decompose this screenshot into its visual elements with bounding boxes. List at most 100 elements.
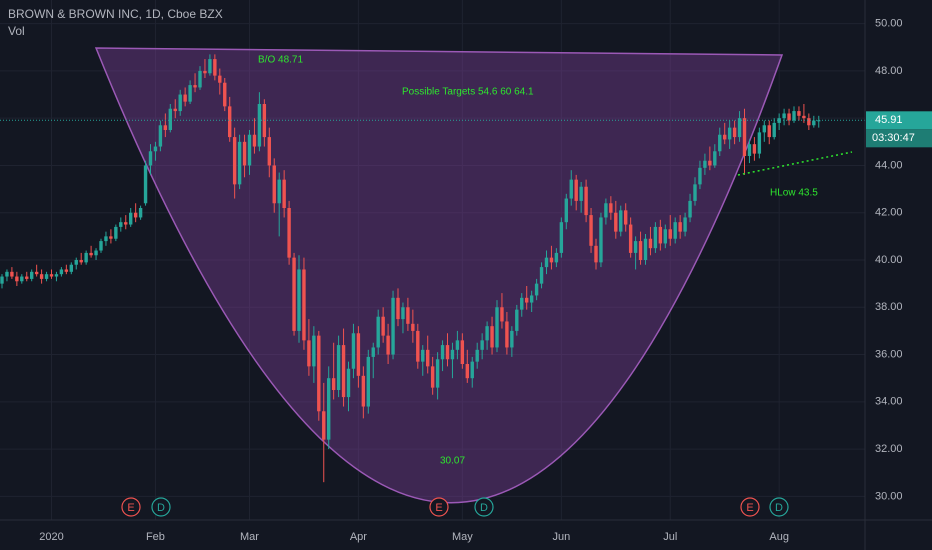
y-tick-label: 42.00 bbox=[875, 207, 903, 219]
candle-body bbox=[307, 340, 311, 367]
candle-body bbox=[673, 222, 677, 239]
candle-body bbox=[331, 378, 336, 390]
candle-body bbox=[638, 241, 643, 260]
candle-body bbox=[693, 184, 697, 201]
candle-body bbox=[168, 108, 172, 130]
candle-body bbox=[213, 59, 217, 76]
candle-body bbox=[148, 151, 153, 166]
candle-body bbox=[44, 274, 49, 279]
candle-body bbox=[797, 111, 801, 116]
candle-body bbox=[569, 179, 573, 199]
candle-body bbox=[787, 113, 791, 121]
candle-body bbox=[272, 165, 276, 204]
candle-body bbox=[688, 200, 692, 218]
candle-body bbox=[663, 229, 667, 244]
candle-body bbox=[460, 340, 465, 364]
candle-body bbox=[327, 378, 331, 440]
x-tick-label: Feb bbox=[146, 531, 165, 543]
event-marker bbox=[474, 497, 494, 517]
event-label: D bbox=[775, 502, 783, 514]
candle-body bbox=[277, 179, 281, 204]
candle-body bbox=[599, 217, 603, 263]
y-tick-label: 36.00 bbox=[875, 348, 903, 360]
candle-body bbox=[703, 160, 707, 168]
candle-body bbox=[79, 260, 83, 263]
candle-body bbox=[252, 134, 257, 147]
candle-body bbox=[426, 349, 430, 367]
candle-body bbox=[485, 326, 489, 341]
candle-body bbox=[302, 269, 306, 341]
candle-body bbox=[94, 250, 98, 256]
candle-body bbox=[792, 111, 796, 121]
candle-body bbox=[242, 141, 247, 166]
candle-body bbox=[624, 210, 628, 225]
candle-body bbox=[20, 276, 24, 282]
candle-body bbox=[450, 349, 455, 360]
candle-body bbox=[668, 229, 672, 239]
candle-body bbox=[173, 108, 177, 112]
price-badge bbox=[866, 111, 932, 130]
candle-body bbox=[114, 226, 118, 239]
candle-body bbox=[658, 226, 663, 244]
candle-body bbox=[653, 226, 658, 249]
candle-body bbox=[495, 307, 499, 348]
event-label: E bbox=[435, 502, 442, 514]
candle-body bbox=[158, 125, 163, 147]
candle-body bbox=[198, 70, 202, 88]
candle-body bbox=[376, 316, 380, 348]
candle-body bbox=[228, 106, 232, 138]
candle-body bbox=[247, 134, 252, 166]
candle-body bbox=[723, 134, 727, 140]
event-marker bbox=[429, 497, 449, 517]
candle-body bbox=[267, 137, 271, 166]
candle-body bbox=[643, 238, 648, 260]
candle-body bbox=[297, 269, 301, 331]
candle-body bbox=[802, 115, 806, 119]
countdown-badge bbox=[866, 129, 932, 148]
candle-body bbox=[520, 297, 524, 310]
hlow-label: HLow 43.5 bbox=[770, 188, 818, 199]
y-tick-label: 38.00 bbox=[875, 301, 903, 313]
candle-body bbox=[208, 59, 212, 74]
candle-body bbox=[505, 321, 509, 348]
candle-body bbox=[356, 333, 361, 376]
candle-body bbox=[713, 151, 717, 166]
targets-label: Possible Targets 54.6 60 64.1 bbox=[402, 87, 534, 98]
candle-body bbox=[361, 375, 366, 407]
x-tick-label: 2020 bbox=[39, 531, 63, 543]
x-tick-label: Jul bbox=[663, 531, 677, 543]
candle-body bbox=[322, 411, 326, 440]
candle-body bbox=[619, 210, 623, 232]
event-label: E bbox=[746, 502, 753, 514]
candle-body bbox=[178, 94, 182, 112]
candle-body bbox=[727, 127, 732, 140]
event-label: D bbox=[480, 502, 488, 514]
candle-body bbox=[490, 326, 494, 348]
candle-body bbox=[223, 82, 227, 107]
candle-body bbox=[317, 335, 321, 412]
candle-body bbox=[584, 186, 588, 216]
candle-body bbox=[39, 274, 44, 279]
candle-body bbox=[440, 345, 445, 360]
candle-body bbox=[74, 260, 78, 265]
candle-body bbox=[767, 125, 771, 138]
candle-body bbox=[25, 276, 29, 279]
candle-body bbox=[633, 241, 638, 253]
event-marker bbox=[740, 497, 760, 517]
x-tick-label: Jun bbox=[552, 531, 570, 543]
countdown-label: 03:30:47 bbox=[872, 132, 915, 144]
candle-body bbox=[718, 134, 722, 152]
candle-body bbox=[435, 359, 440, 388]
candle-body bbox=[59, 269, 64, 275]
candle-body bbox=[193, 85, 197, 88]
candle-body bbox=[683, 217, 687, 232]
low-label: 30.07 bbox=[440, 456, 465, 467]
candle-body bbox=[510, 330, 514, 348]
candle-body bbox=[0, 276, 4, 284]
candle-body bbox=[34, 271, 39, 275]
y-tick-label: 44.00 bbox=[875, 159, 903, 171]
y-tick-label: 50.00 bbox=[875, 18, 903, 30]
candle-body bbox=[133, 212, 138, 218]
candle-body bbox=[772, 122, 776, 138]
candle-body bbox=[312, 335, 316, 367]
